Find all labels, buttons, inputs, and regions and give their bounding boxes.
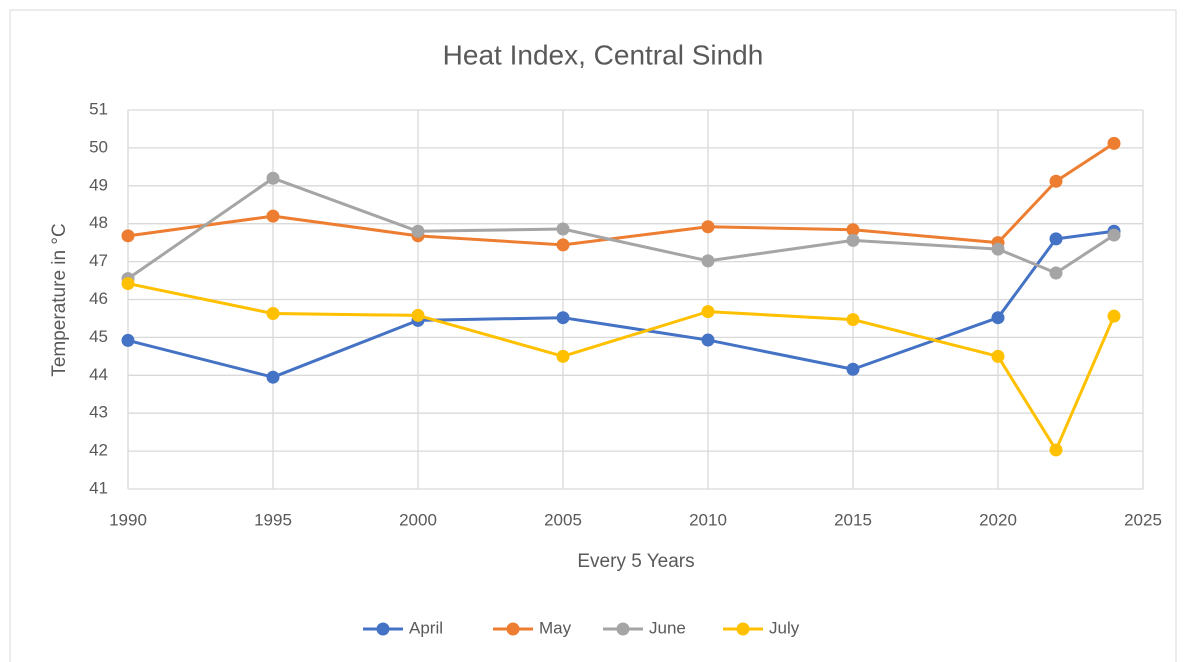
- y-axis-title: Temperature in °C: [49, 223, 70, 376]
- point: [121, 333, 135, 347]
- legend-label: June: [649, 618, 686, 637]
- point: [411, 308, 425, 322]
- chart-border: [9, 9, 1177, 662]
- x-tick-label: 2005: [544, 510, 582, 529]
- y-tick-label: 46: [89, 289, 108, 308]
- point: [556, 311, 570, 325]
- x-tick-label: 1995: [254, 510, 292, 529]
- point: [556, 222, 570, 236]
- point: [1049, 232, 1063, 246]
- point: [1107, 309, 1121, 323]
- point: [121, 229, 135, 243]
- y-tick-label: 43: [89, 403, 108, 422]
- point: [701, 305, 715, 319]
- point: [846, 233, 860, 247]
- y-tick-label: 48: [89, 213, 108, 232]
- x-tick-label: 2020: [979, 510, 1017, 529]
- point: [1049, 266, 1063, 280]
- point: [991, 242, 1005, 256]
- legend-label: May: [539, 618, 572, 637]
- point: [266, 370, 280, 384]
- x-tick-label: 1990: [109, 510, 147, 529]
- point: [266, 209, 280, 223]
- legend-label: July: [769, 618, 800, 637]
- y-tick-label: 49: [89, 175, 108, 194]
- point: [1049, 174, 1063, 188]
- x-tick-label: 2025: [1124, 510, 1162, 529]
- point: [556, 349, 570, 363]
- point: [1107, 136, 1121, 150]
- point: [411, 224, 425, 238]
- point: [1049, 443, 1063, 457]
- y-tick-label: 42: [89, 441, 108, 460]
- y-tick-label: 51: [89, 99, 108, 118]
- point: [991, 311, 1005, 325]
- point: [701, 254, 715, 268]
- point: [556, 238, 570, 252]
- point: [846, 223, 860, 237]
- legend-marker: [376, 622, 390, 636]
- y-tick-label: 47: [89, 251, 108, 270]
- y-tick-label: 45: [89, 327, 108, 346]
- y-tick-label: 41: [89, 478, 108, 497]
- point: [266, 171, 280, 185]
- x-tick-label: 2015: [834, 510, 872, 529]
- chart-title: Heat Index, Central Sindh: [443, 39, 764, 70]
- point: [701, 220, 715, 234]
- legend-marker: [616, 622, 630, 636]
- point: [266, 307, 280, 321]
- point: [846, 313, 860, 327]
- y-tick-label: 44: [89, 365, 108, 384]
- legend-label: April: [409, 618, 443, 637]
- x-tick-label: 2000: [399, 510, 437, 529]
- point: [121, 277, 135, 291]
- legend-marker: [506, 622, 520, 636]
- legend-marker: [736, 622, 750, 636]
- point: [701, 333, 715, 347]
- y-tick-label: 50: [89, 137, 108, 156]
- x-axis-title: Every 5 Years: [577, 551, 694, 572]
- point: [1107, 228, 1121, 242]
- point: [991, 349, 1005, 363]
- point: [846, 362, 860, 376]
- x-tick-label: 2010: [689, 510, 727, 529]
